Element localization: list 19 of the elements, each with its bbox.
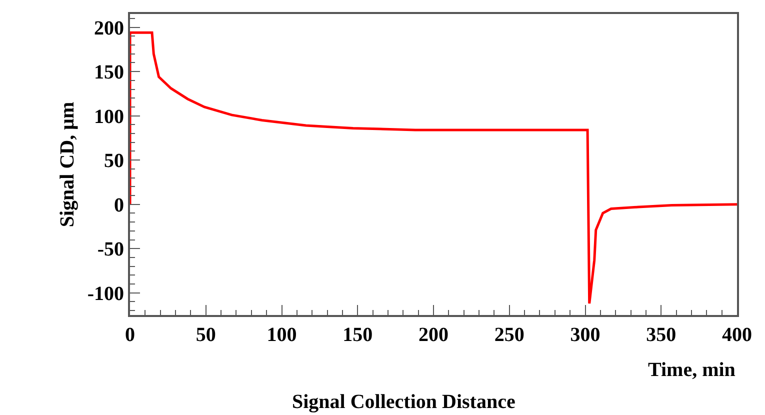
line-series bbox=[130, 31, 737, 305]
y-tick-label: 50 bbox=[104, 150, 124, 172]
x-tick-label: 350 bbox=[646, 324, 676, 346]
x-tick-label: 250 bbox=[494, 324, 524, 346]
text: Signal Collection Distance bbox=[292, 391, 516, 413]
y-tick-label: -100 bbox=[87, 282, 124, 305]
y-tick-label: -50 bbox=[97, 238, 124, 261]
x-tick-label: 50 bbox=[196, 324, 216, 346]
y-tick-label: 200 bbox=[94, 17, 124, 40]
x-tick-label: 300 bbox=[570, 324, 600, 346]
x-tick-label: 400 bbox=[722, 324, 752, 346]
y-tick-label: 100 bbox=[94, 106, 124, 128]
y-tick-label: 0 bbox=[114, 194, 124, 216]
y-tick-label: 150 bbox=[94, 62, 124, 84]
x-tick-label: 200 bbox=[418, 324, 448, 346]
x-tick-label: 100 bbox=[266, 324, 297, 346]
x-tick-label: 150 bbox=[342, 324, 373, 346]
y-axis-title: Signal CD, μm bbox=[56, 102, 78, 228]
x-axis-title: Time, min bbox=[648, 359, 736, 381]
